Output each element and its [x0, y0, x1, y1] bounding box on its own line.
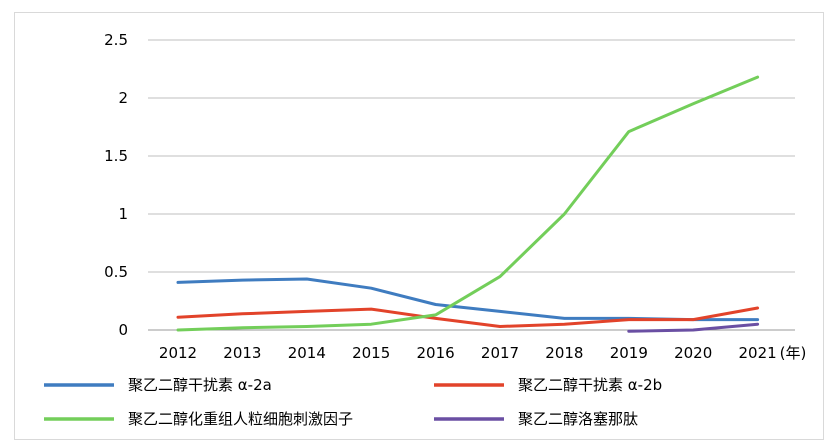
x-tick-label: 2014 — [288, 344, 326, 362]
grid-lines — [148, 39, 795, 331]
y-tick-label: 0.5 — [104, 263, 128, 281]
series-line-4 — [627, 322, 760, 333]
series-line-2 — [176, 306, 760, 328]
x-tick-label: 2019 — [610, 344, 648, 362]
x-tick-label: 2013 — [223, 344, 261, 362]
x-tick-label: 2016 — [417, 344, 455, 362]
x-tick-label: 2021 — [739, 344, 777, 362]
y-axis-ticks: 0 0.5 1 1.5 2 2.5 — [104, 31, 128, 339]
x-tick-label: 2020 — [674, 344, 712, 362]
x-axis-unit-label: (年) — [780, 344, 807, 362]
legend-item: 聚乙二醇干扰素 α-2b — [434, 376, 662, 394]
legend-item: 聚乙二醇化重组人粒细胞刺激因子 — [44, 410, 353, 428]
series-lines — [176, 75, 760, 333]
x-tick-label: 2012 — [159, 344, 197, 362]
legend-label: 聚乙二醇干扰素 α-2a — [128, 376, 272, 394]
y-tick-label: 2 — [118, 89, 128, 107]
legend-item: 聚乙二醇干扰素 α-2a — [44, 376, 272, 394]
x-tick-label: 2017 — [481, 344, 519, 362]
x-axis-ticks: 2012 2013 2014 2015 2016 2017 2018 2019 2020 2021… — [159, 344, 806, 362]
y-tick-label: 2.5 — [104, 31, 128, 49]
legend-item: 聚乙二醇洛塞那肽 — [434, 410, 638, 428]
legend-label: 聚乙二醇化重组人粒细胞刺激因子 — [128, 410, 353, 428]
series-line-3 — [176, 75, 760, 332]
y-tick-label: 1 — [118, 205, 128, 223]
legend-label: 聚乙二醇干扰素 α-2b — [518, 376, 662, 394]
legend-label: 聚乙二醇洛塞那肽 — [518, 410, 638, 428]
x-tick-label: 2018 — [545, 344, 583, 362]
chart-frame — [14, 12, 824, 440]
y-tick-label: 0 — [118, 321, 128, 339]
legend: 聚乙二醇干扰素 α-2a 聚乙二醇干扰素 α-2b 聚乙二醇化重组人粒细胞刺激因子 聚… — [44, 376, 662, 428]
y-tick-label: 1.5 — [104, 147, 128, 165]
x-tick-label: 2015 — [352, 344, 390, 362]
